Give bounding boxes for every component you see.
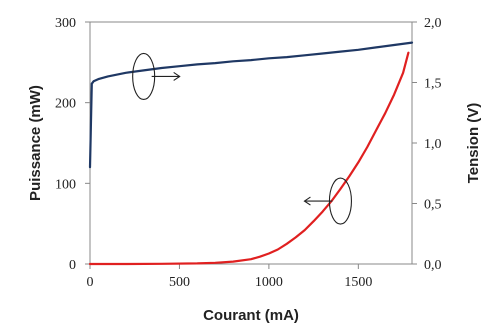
y-left-tick-label: 100 <box>55 177 76 192</box>
annotation-ellipse <box>132 52 156 100</box>
y-left-tick-label: 300 <box>55 16 76 31</box>
y-right-tick-label: 2,0 <box>424 16 442 31</box>
y-axis-left: 0 100 200 300 <box>55 16 90 273</box>
y-axis-right: 0,0 0,5 1,0 1,5 2,0 <box>412 16 442 273</box>
voltage-series-line <box>88 41 414 169</box>
y-right-tick-label: 0,0 <box>424 258 442 273</box>
annotation-layer <box>132 52 352 225</box>
y-axis-right-title: Tension (V) <box>465 103 482 184</box>
x-tick-label: 0 <box>87 275 94 290</box>
y-right-tick-label: 1,0 <box>424 137 442 152</box>
y-axis-left-title: Puissance (mW) <box>27 85 44 201</box>
y-left-tick-label: 0 <box>69 258 76 273</box>
y-right-tick-label: 1,5 <box>424 77 442 92</box>
x-tick-label: 1500 <box>344 275 372 290</box>
series-layer <box>88 41 414 266</box>
power-series-line <box>88 51 410 266</box>
y-right-tick-label: 0,5 <box>424 198 442 213</box>
y-left-tick-label: 200 <box>55 97 76 112</box>
x-tick-label: 500 <box>169 275 190 290</box>
annotation-arrow-head <box>173 71 181 81</box>
x-tick-label: 1000 <box>255 275 283 290</box>
x-axis-title: Courant (mA) <box>203 307 299 324</box>
annotation-arrow-head <box>303 196 311 206</box>
plot-frame <box>89 21 413 265</box>
x-axis: 0 500 1000 1500 <box>87 264 372 290</box>
